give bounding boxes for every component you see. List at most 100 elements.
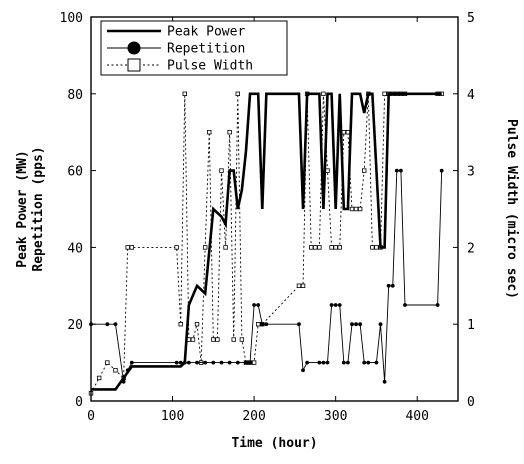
repetition-point [248,360,252,365]
repetition-point [317,360,322,365]
repetition-point [186,360,191,365]
legend-marker-square [127,58,141,72]
pulse-width-point [96,375,102,381]
repetition-point [301,368,305,373]
pulse-width-point [190,337,196,342]
pulse-width-point [296,283,302,288]
pulse-width-point [235,91,240,96]
repetition-point [386,283,391,288]
repetition-point [439,168,444,173]
legend-label: Peak Power [167,25,245,40]
y-axis-left-title-line-2: Repetition (pps) [31,146,46,271]
repetition-point [325,360,330,365]
pulse-width-point [227,129,232,135]
repetition-point [374,360,379,365]
pulse-width-point [202,245,208,250]
pulse-width-point [125,245,130,250]
pulse-width-point [333,245,338,250]
repetition-point [195,360,199,365]
repetition-point [244,360,248,365]
pulse-width-point [174,245,179,250]
pulse-width-point [349,206,355,212]
x-tick-label: 300 [324,409,347,424]
pulse-width-point [300,283,306,288]
repetition-point [435,303,440,307]
y-left-tick-label: 60 [67,165,83,180]
pulse-width-point [374,245,379,250]
repetition-point [399,168,403,173]
y-left-tick-label: 0 [75,395,83,410]
repetition-point [105,322,110,327]
repetition-point [260,322,265,327]
legend-label: Pulse Width [167,59,253,74]
pulse-width-point [345,129,351,135]
repetition-point [341,360,346,365]
repetition-point [256,303,261,307]
pulse-width-point [251,360,257,365]
repetition-point [390,283,395,288]
repetition-point [211,360,216,365]
y-axis-right-title: Pulse Width (micro sec) [504,119,519,299]
pulse-width-point [194,321,200,327]
y-left-tick-label: 20 [67,318,83,333]
y-right-tick-label: 1 [467,318,475,333]
x-tick-label: 400 [405,409,428,424]
pulse-width-point [313,245,318,250]
y-axis-left-title-line-1: Peak Power (MW) [15,150,30,267]
repetition-point [358,322,363,327]
pulse-width-point [382,91,387,96]
y-left-tick-label: 100 [60,11,83,26]
x-axis-title: Time (hour) [231,436,317,451]
repetition-point [113,322,118,327]
pulse-width-point [223,245,228,250]
repetition-point [235,360,240,365]
repetition-point [366,360,371,365]
repetition-point [394,168,399,173]
repetition-point [329,303,334,307]
repetition-point [264,322,269,327]
repetition-point [227,360,232,365]
repetition-point [403,303,407,307]
legend-label: Repetition [167,42,245,57]
repetition-point [178,360,183,365]
x-tick-label: 200 [242,409,265,424]
repetition-point [129,360,134,365]
y-right-tick-label: 0 [467,395,475,410]
repetition-point [346,360,350,365]
y-right-tick-label: 3 [467,165,475,180]
repetition-point [321,360,326,365]
repetition-point [378,322,383,327]
repetition-point [382,379,387,384]
pulse-width-point [362,168,367,173]
repetition-point [362,360,367,365]
pulse-width-point [211,337,216,342]
pulse-width-point [337,245,342,250]
pulse-width-point [207,129,212,135]
pulse-width-point [317,245,322,250]
pulse-width-point [215,337,220,342]
pulse-width-point [357,206,363,212]
ticks-layer: 0 100 200 300 400 0 20 40 60 80 100 0 1 2 3 4 5 [60,11,475,424]
pulse-width-point [178,321,183,327]
pulse-width-point [370,245,375,250]
repetition-point [305,360,310,365]
x-tick-label: 0 [87,409,95,424]
pulse-width-point [308,245,314,250]
pulse-width-point [239,337,245,342]
pulse-width-point [329,245,334,250]
y-left-tick-label: 80 [67,88,83,103]
series-line-repetition [91,170,443,382]
repetition-point [203,360,208,365]
repetition-point [297,322,301,327]
pulse-width-point [321,91,326,96]
pulse-width-point [353,206,359,212]
repetition-point [354,322,358,327]
y-right-tick-label: 5 [467,11,475,26]
series-line-pulse-width [90,93,442,394]
pulse-width-point [231,337,236,342]
repetition-point [219,360,224,365]
y-right-tick-label: 2 [467,241,475,256]
legend: Peak Power Repetition Pulse Width [100,20,288,76]
repetition-point [333,303,338,307]
